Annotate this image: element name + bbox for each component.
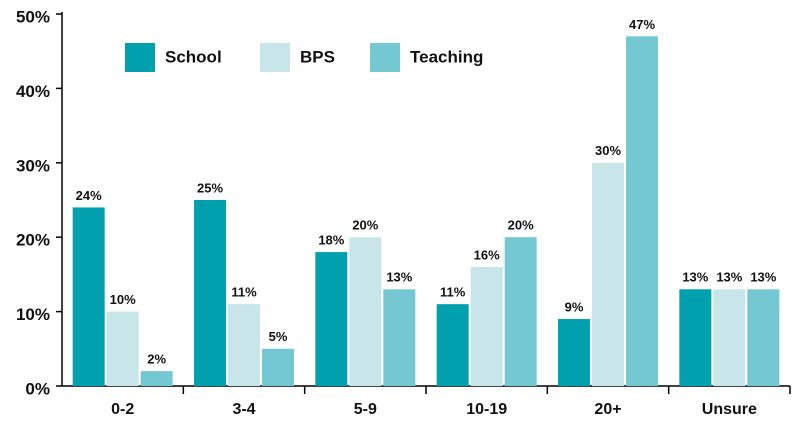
y-tick-label: 20%	[16, 231, 50, 250]
data-label: 20%	[508, 218, 534, 233]
data-label: 5%	[269, 329, 288, 344]
x-tick-label: 5-9	[354, 401, 377, 418]
data-label: 18%	[318, 233, 344, 248]
legend-swatch	[370, 43, 400, 72]
x-tick-label: 20+	[594, 401, 621, 418]
bar	[558, 319, 590, 386]
bar	[72, 207, 105, 386]
x-tick-label: 10-19	[466, 401, 507, 418]
bar	[315, 252, 348, 386]
y-tick-label: 50%	[16, 7, 50, 26]
bar	[713, 289, 746, 386]
legend-label: BPS	[300, 47, 335, 66]
bar	[504, 237, 537, 386]
data-label: 13%	[716, 270, 742, 285]
bar	[592, 162, 624, 386]
data-label: 13%	[682, 270, 708, 285]
y-tick-label: 10%	[16, 305, 50, 324]
data-label: 25%	[197, 180, 223, 195]
data-label: 2%	[147, 352, 166, 367]
bar	[228, 304, 260, 386]
bar	[140, 371, 173, 386]
x-tick-label: 0-2	[111, 401, 134, 418]
data-label: 13%	[386, 270, 412, 285]
legend-label: School	[165, 47, 222, 66]
legend-swatch	[260, 43, 290, 72]
data-label: 24%	[76, 188, 102, 203]
data-label: 13%	[750, 270, 776, 285]
data-label: 16%	[474, 247, 500, 262]
legend-swatch	[125, 43, 155, 72]
legend-label: Teaching	[410, 47, 483, 66]
bar	[349, 237, 382, 386]
y-tick-label: 40%	[16, 82, 50, 101]
y-tick-label: 0%	[25, 379, 50, 398]
x-tick-label: Unsure	[702, 401, 757, 418]
bar	[194, 200, 226, 386]
bar	[436, 304, 469, 386]
data-label: 47%	[629, 17, 655, 32]
bar	[747, 289, 780, 386]
data-label: 20%	[352, 218, 378, 233]
bar	[262, 348, 294, 386]
data-label: 30%	[595, 143, 621, 158]
x-tick-label: 3-4	[232, 401, 255, 418]
bar	[106, 311, 139, 386]
data-label: 11%	[231, 285, 257, 300]
bar	[626, 36, 658, 386]
bar	[470, 266, 503, 386]
bar	[679, 289, 712, 386]
y-tick-label: 30%	[16, 156, 50, 175]
bar	[383, 289, 416, 386]
data-label: 9%	[565, 299, 584, 314]
data-label: 10%	[110, 292, 136, 307]
data-label: 11%	[440, 285, 466, 300]
